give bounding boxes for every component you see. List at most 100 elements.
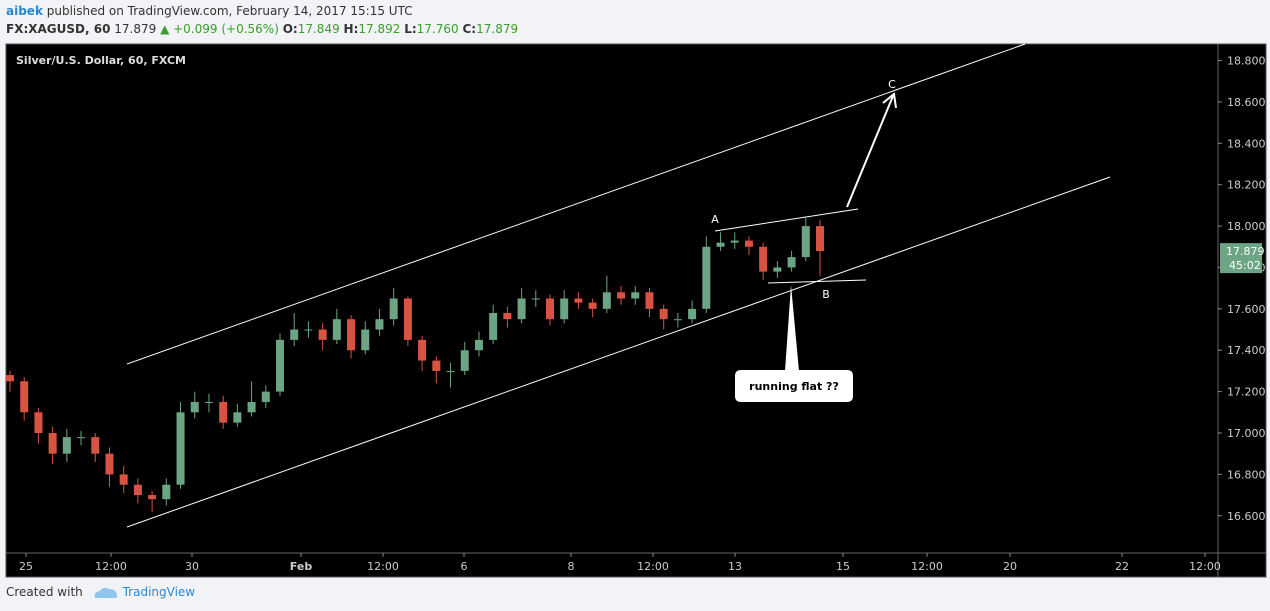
candle-body — [631, 292, 640, 299]
y-tick-label: 18.800 — [1227, 55, 1266, 68]
candle-body — [673, 319, 682, 321]
candle-body — [233, 412, 242, 423]
symbol-line: FX:XAGUSD, 60 17.879 ▲ +0.099 (+0.56%) O… — [6, 22, 518, 36]
last-price-box — [1220, 243, 1262, 274]
arrow — [846, 95, 894, 208]
candle-body — [574, 298, 583, 303]
candle-body — [688, 308, 697, 320]
candle-body — [418, 339, 427, 361]
change: ▲ +0.099 (+0.56%) — [160, 22, 279, 36]
candle-body — [645, 292, 654, 309]
y-tick-label: 18.000 — [1227, 220, 1266, 233]
candle-body — [276, 339, 284, 392]
candle-body — [219, 401, 228, 423]
y-tick-label: 16.600 — [1227, 510, 1266, 523]
candle-body — [744, 240, 753, 247]
x-tick-label: 22 — [1115, 560, 1129, 573]
candle-body — [247, 401, 256, 413]
channel-line — [126, 43, 1026, 365]
candle-body — [801, 226, 810, 258]
candle-body — [105, 453, 114, 475]
candle-body — [162, 484, 171, 500]
candle-body — [91, 437, 100, 454]
candle-body — [446, 370, 455, 372]
y-tick-label: 17.800 — [1227, 261, 1266, 274]
candle-body — [133, 484, 142, 496]
x-tick-label: 12:00 — [637, 560, 669, 573]
candle-body — [759, 246, 768, 272]
candle-body — [34, 412, 43, 433]
published: published on TradingView.com, February 1… — [42, 4, 413, 18]
arrow-head — [882, 92, 897, 109]
y-tick-label: 16.800 — [1227, 468, 1266, 481]
y-tick-label: 18.600 — [1227, 96, 1266, 109]
candle-body — [602, 292, 611, 309]
candle-body — [474, 339, 483, 351]
candle-body — [361, 329, 370, 351]
author[interactable]: aibek — [6, 4, 43, 18]
drawings — [126, 43, 1111, 528]
x-tick-label: 6 — [461, 560, 468, 573]
x-tick-label: 30 — [185, 560, 199, 573]
candle-body — [560, 298, 569, 320]
triangle-line — [714, 208, 859, 232]
candle-body — [816, 226, 824, 252]
candle-body — [190, 401, 199, 413]
channel-line — [126, 176, 1111, 528]
candle-body — [62, 437, 71, 454]
candle-body — [347, 319, 356, 351]
y-tick-label: 17.000 — [1227, 427, 1266, 440]
candle-body — [261, 391, 270, 402]
x-tick-label: 13 — [728, 560, 742, 573]
callout-pointer — [785, 285, 799, 371]
candle-body — [546, 298, 554, 320]
candle-body — [48, 432, 57, 454]
brand[interactable]: TradingView — [122, 585, 196, 599]
wave-label: C — [888, 78, 896, 91]
x-tick-label: 15 — [836, 560, 850, 573]
y-tick-label: 17.400 — [1227, 344, 1266, 357]
candle-body — [403, 298, 412, 340]
candle-body — [304, 329, 313, 331]
y-tick-label: 17.200 — [1227, 386, 1266, 399]
last: 17.879 — [114, 22, 157, 36]
ohlc-value: 17.879 — [476, 22, 519, 36]
wave-label: B — [822, 288, 830, 301]
candle-body — [6, 375, 14, 382]
ohlc-label: O: — [282, 22, 298, 36]
footer: Created with TradingView — [6, 585, 195, 600]
x-tick-label: Feb — [290, 560, 313, 573]
candle-body — [176, 412, 185, 485]
callout-text: running flat ?? — [749, 380, 839, 393]
x-tick-label: 25 — [19, 560, 33, 573]
candle-body — [148, 495, 157, 500]
y-tick-label: 17.600 — [1227, 303, 1266, 316]
candle-body — [332, 319, 341, 340]
countdown: 45:02 — [1229, 259, 1261, 272]
candle-body — [318, 329, 327, 340]
chart-title: Silver/U.S. Dollar, 60, FXCM — [16, 54, 186, 67]
candle-body — [375, 319, 384, 330]
publish-line: aibek published on TradingView.com, Febr… — [6, 4, 413, 18]
y-tick-label: 18.200 — [1227, 179, 1266, 192]
candle-body — [432, 360, 441, 371]
x-tick-label: 8 — [568, 560, 575, 573]
last-price: 17.879 — [1226, 245, 1265, 258]
callout-box — [735, 370, 853, 402]
x-tick-label: 12:00 — [95, 560, 127, 573]
candle-body — [389, 298, 398, 320]
candle-body — [119, 474, 128, 485]
x-tick-label: 12:00 — [1189, 560, 1221, 573]
ohlc-value: 17.849 — [297, 22, 340, 36]
candle-body — [659, 308, 668, 320]
created-with: Created with — [6, 585, 83, 599]
ohlc-value: 17.892 — [358, 22, 401, 36]
ohlc-label: C: — [462, 22, 477, 36]
candle-body — [531, 298, 540, 300]
candle-body — [290, 329, 299, 340]
candle-body — [503, 312, 512, 320]
candles — [6, 215, 824, 512]
candle-body — [20, 381, 29, 413]
candle-body — [716, 242, 725, 247]
